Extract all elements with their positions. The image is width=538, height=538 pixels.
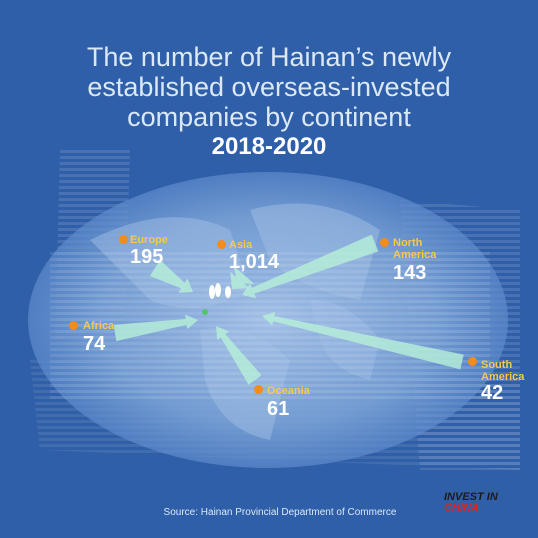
asia-marker-dot [217,240,226,249]
europe-marker-dot [119,235,128,244]
logo-top: INVEST IN [444,491,498,503]
asia-flow-arrow [230,265,255,289]
title-line-2: established overseas-invested [87,72,451,102]
europe-value: 195 [130,246,164,268]
africa-flow-arrow [113,314,198,342]
oceania-value: 61 [267,398,290,420]
europe-label: Europe [130,234,168,246]
hainan-footprints-icon [209,283,231,299]
asia-value: 1,014 [229,251,280,273]
title-years: 2018-2020 [211,133,327,160]
south-america-value: 42 [481,382,504,404]
oceania-flow-arrow [216,326,262,385]
logo-bottom: CHINA [444,502,479,514]
invest-in-china-logo: INVEST IN CHINA [444,492,504,514]
oceania-label: Oceania [267,385,310,397]
asia-label: Asia [229,239,253,251]
hainan-dot [202,309,208,315]
africa-marker-dot [69,321,78,330]
north-america-label: North America [393,237,437,261]
source-note: Source: Hainan Provincial Department of … [163,507,397,518]
north-america-flow-arrow [242,234,379,299]
south-america-label: South America [481,359,525,383]
south-america-flow-arrow [262,312,464,370]
africa-value: 74 [83,333,106,355]
africa-label: Africa [83,320,115,332]
title-line-1: The number of Hainan’s newly [86,42,452,72]
oceania-marker-dot [254,385,263,394]
title-line-3: companies by continent [127,102,411,132]
north-america-value: 143 [393,262,427,284]
europe-flow-arrow [149,260,193,293]
north-america-marker-dot [380,238,389,247]
south-america-marker-dot [468,357,477,366]
